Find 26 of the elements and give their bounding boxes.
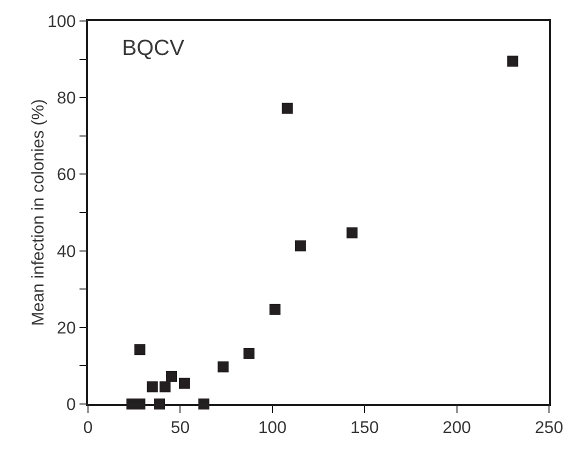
y-tick-label: 100 bbox=[47, 12, 76, 31]
point bbox=[160, 381, 171, 392]
point bbox=[507, 56, 518, 67]
x-tick-label: 150 bbox=[350, 418, 379, 438]
point bbox=[146, 381, 158, 392]
y-tick-label: 40 bbox=[56, 242, 76, 261]
x-tick-label: 0 bbox=[83, 418, 93, 438]
y-tick-label: 60 bbox=[56, 165, 76, 184]
annotation: BQCV bbox=[122, 35, 185, 60]
point bbox=[294, 240, 306, 252]
point bbox=[178, 378, 190, 389]
point bbox=[282, 102, 293, 114]
point bbox=[243, 348, 254, 359]
point bbox=[166, 370, 178, 382]
point bbox=[134, 344, 146, 356]
x-tick-label: 200 bbox=[442, 418, 471, 438]
x-tick-label: 250 bbox=[534, 418, 564, 438]
y-tick-label: 80 bbox=[56, 88, 76, 108]
y-tick-label: 20 bbox=[56, 318, 76, 338]
point bbox=[269, 304, 280, 315]
y-axis-title: Mean infection in colonies (%) bbox=[28, 99, 48, 326]
point bbox=[346, 227, 358, 238]
x-tick-label: 100 bbox=[258, 418, 287, 438]
y-tick-label: 0 bbox=[66, 394, 76, 414]
x-tick-label: 50 bbox=[170, 418, 190, 438]
point bbox=[218, 361, 229, 372]
